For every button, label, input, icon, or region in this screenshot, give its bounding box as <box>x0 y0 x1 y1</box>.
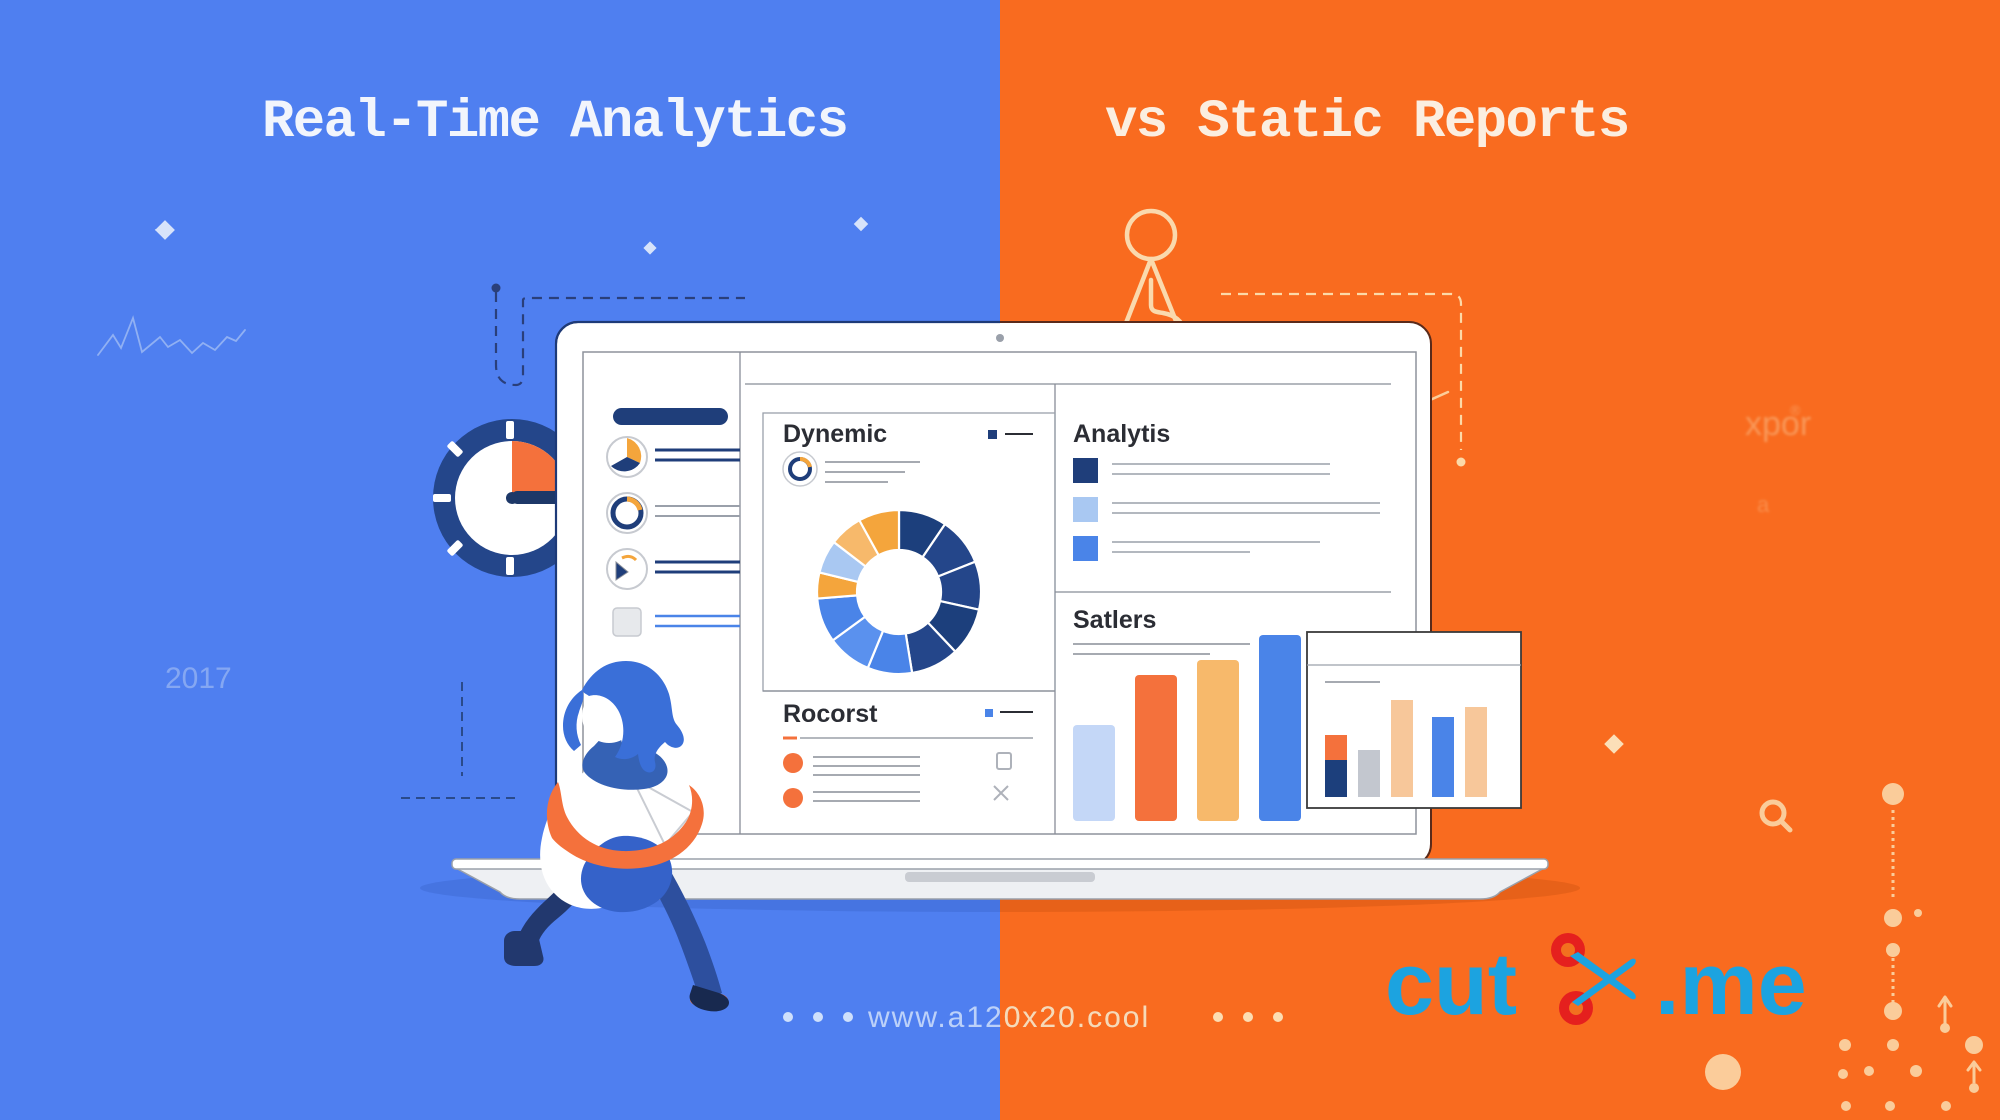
svg-text:Analytis: Analytis <box>1073 420 1170 448</box>
svg-text:Rocorst: Rocorst <box>783 700 878 728</box>
svg-text:Dynemic: Dynemic <box>783 420 887 448</box>
svg-text:Satlers: Satlers <box>1073 606 1156 634</box>
